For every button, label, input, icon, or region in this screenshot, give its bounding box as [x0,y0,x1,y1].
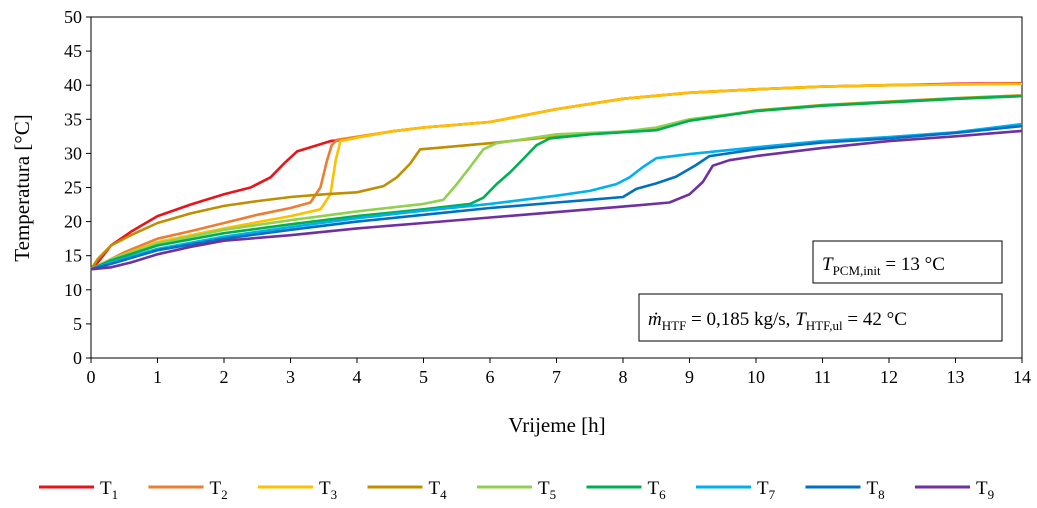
legend: T1 T2 T3 T4 T5 T6 T7 T8 T9 [39,478,994,502]
x-tick-label: 3 [286,367,295,387]
y-tick-label: 10 [64,280,82,300]
annotation-text: = 0,185 kg/s, [686,309,795,330]
htf-conditions-annotation: ṁHTF = 0,185 kg/s, THTF,ul = 42 °C [638,293,1003,342]
legend-label-t3: T3 [319,478,337,502]
x-tick-label: 0 [87,367,96,387]
legend-label-t2: T2 [210,478,228,502]
legend-label-t5: T5 [538,478,556,502]
initial-temperature-annotation: TPCM,init = 13 °C [812,240,1003,284]
x-tick-label: 4 [353,367,362,387]
y-tick-label: 35 [64,109,82,129]
annotation-symbol: T [822,254,834,275]
legend-label-t9: T9 [976,478,994,502]
x-axis-label: Vrijeme [h] [508,413,605,437]
annotation-value: = 13 °C [881,254,945,275]
x-tick-label: 8 [619,367,628,387]
annotation-symbol: T [795,309,807,330]
y-tick-label: 20 [64,212,82,232]
series-line-t3 [90,82,1023,271]
y-tick-label: 25 [64,178,82,198]
svg-text:ṁHTF = 0,185 kg/s, THTF,ul = 4: ṁHTF = 0,185 kg/s, THTF,ul = 42 °C [648,309,907,333]
annotation-subscript: HTF [662,318,687,333]
x-tick-label: 14 [1013,367,1031,387]
y-tick-label: 30 [64,143,82,163]
x-tick-label: 1 [153,367,162,387]
x-tick-label: 12 [880,367,898,387]
series-line-t6 [90,94,1023,271]
y-tick-label: 50 [64,7,82,27]
series-line-t8 [90,124,1023,271]
y-tick-label: 45 [64,41,82,61]
series-lines [89,81,1023,271]
annotation-subscript: PCM,init [833,263,881,278]
legend-label-t7: T7 [757,478,776,502]
y-tick-label: 5 [73,314,82,334]
x-tick-label: 10 [747,367,765,387]
annotation-subscript: HTF,ul [806,318,843,333]
annotation-symbol: ṁ [648,309,662,330]
legend-label-t6: T6 [648,478,667,502]
svg-text:TPCM,init = 13 °C: TPCM,init = 13 °C [822,254,945,278]
x-tick-label: 6 [486,367,495,387]
y-tick-label: 15 [64,246,82,266]
x-tick-label: 11 [814,367,831,387]
x-tick-label: 13 [947,367,965,387]
y-tick-label: 40 [64,75,82,95]
y-tick-label: 0 [73,348,82,368]
series-line-t7 [90,122,1023,271]
x-tick-label: 7 [552,367,561,387]
axes [86,16,1023,363]
legend-label-t4: T4 [429,478,448,502]
x-tick-label: 9 [685,367,694,387]
x-tick-label: 2 [220,367,229,387]
series-line-t9 [90,129,1023,271]
y-axis-label: Temperatura [°C] [10,114,34,261]
x-tick-label: 5 [419,367,428,387]
legend-label-t1: T1 [100,478,118,502]
annotation-text: = 42 °C [843,309,907,330]
legend-label-t8: T8 [867,478,885,502]
